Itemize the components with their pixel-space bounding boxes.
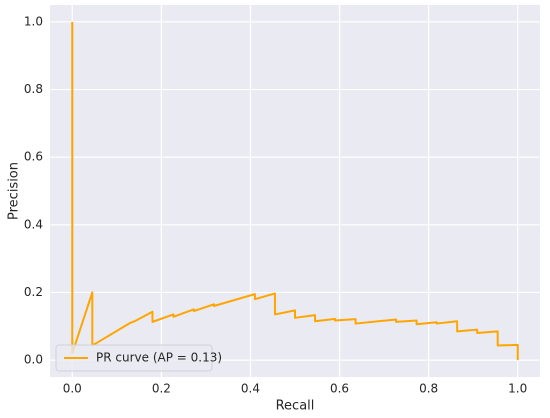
x-tick-label: 1.0 [508,382,527,396]
x-tick-label: 0.0 [63,382,82,396]
x-tick-label: 0.4 [241,382,260,396]
legend-label: PR curve (AP = 0.13) [96,351,222,365]
legend-box [55,344,213,372]
y-tick-label: 0.2 [24,285,43,299]
y-axis-label: Precision [7,162,22,220]
y-tick-label: 0.8 [24,82,43,96]
y-tick-label: 0.0 [24,353,43,367]
x-tick-label: 0.8 [419,382,438,396]
y-tick-label: 1.0 [24,14,43,28]
pr-curve [71,21,519,361]
y-tick-label: 0.6 [24,150,43,164]
plot-area [50,5,540,377]
y-tick-label: 0.4 [24,217,43,231]
x-tick-label: 0.2 [152,382,171,396]
x-axis-label: Recall [276,399,315,414]
x-tick-label: 0.6 [330,382,349,396]
